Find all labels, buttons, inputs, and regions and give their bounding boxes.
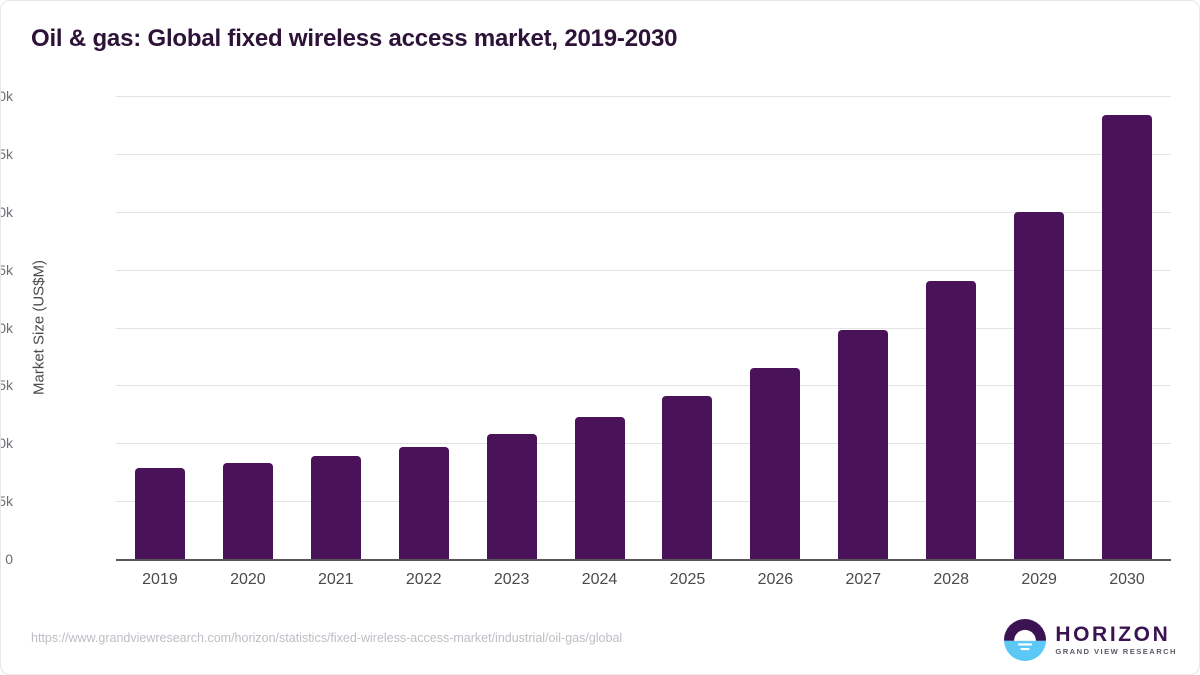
gridline: [116, 211, 1171, 213]
source-url[interactable]: https://www.grandviewresearch.com/horizo…: [31, 631, 623, 645]
x-axis-line: [116, 559, 1171, 561]
y-tick-label: 0: [5, 551, 13, 567]
x-tick-label: 2021: [317, 571, 354, 588]
y-tick-label: 25k: [1, 261, 13, 278]
y-axis-title: Market Size (US$M): [30, 259, 48, 396]
bar[interactable]: [926, 280, 977, 559]
bar[interactable]: [574, 416, 625, 559]
bar[interactable]: [310, 455, 361, 559]
gridline: [116, 96, 1171, 97]
bar[interactable]: [222, 462, 273, 559]
bar[interactable]: [750, 368, 801, 559]
gridline: [116, 385, 1171, 387]
bar[interactable]: [486, 434, 537, 559]
bar[interactable]: [134, 468, 185, 559]
x-tick-label: 2026: [757, 571, 794, 588]
y-tick-label: 5k: [1, 493, 13, 510]
page-title: Oil & gas: Global fixed wireless access …: [31, 25, 678, 52]
gridline: [116, 269, 1171, 271]
bar[interactable]: [1102, 114, 1153, 559]
x-tick-label: 2030: [1109, 571, 1145, 588]
x-tick-label: 2022: [405, 571, 442, 588]
horizon-logo-icon: [1004, 619, 1047, 661]
gridline: [116, 501, 1171, 503]
x-tick-label: 2024: [581, 571, 618, 588]
logo-wordmark: HORIZON: [1055, 623, 1171, 647]
gridline: [116, 153, 1171, 155]
y-tick-label: 10k: [1, 435, 13, 452]
x-tick-label: 2028: [933, 571, 969, 588]
y-tick-label: 40k: [1, 88, 13, 104]
x-tick-label: 2023: [493, 571, 530, 588]
y-tick-label: 30k: [1, 203, 13, 220]
x-tick-label: 2019: [142, 571, 178, 588]
y-tick-label: 35k: [1, 145, 13, 162]
plot-area: [116, 96, 1171, 559]
logo-text: HORIZON GRAND VIEW RESEARCH: [1055, 624, 1177, 656]
x-tick-label: 2025: [669, 571, 706, 588]
bar[interactable]: [398, 446, 449, 559]
bar[interactable]: [838, 330, 889, 559]
x-tick-label: 2020: [230, 571, 266, 588]
y-tick-label: 15k: [1, 377, 13, 394]
x-tick-label: 2029: [1021, 571, 1057, 588]
x-tick-label: 2027: [845, 571, 882, 588]
gridline: [116, 327, 1171, 329]
logo-tagline: GRAND VIEW RESEARCH: [1055, 647, 1177, 657]
horizon-logo[interactable]: HORIZON GRAND VIEW RESEARCH: [1004, 619, 1177, 661]
bar[interactable]: [1014, 211, 1065, 559]
gridline: [116, 443, 1171, 445]
bar[interactable]: [662, 395, 713, 559]
y-tick-label: 20k: [1, 319, 13, 336]
